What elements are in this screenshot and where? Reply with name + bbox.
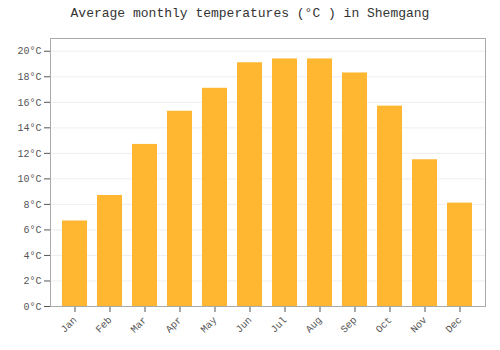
- svg-text:12°C: 12°C: [17, 149, 41, 160]
- svg-text:8°C: 8°C: [23, 200, 41, 211]
- svg-text:Feb: Feb: [94, 315, 115, 336]
- svg-text:Dec: Dec: [444, 315, 465, 336]
- svg-text:6°C: 6°C: [23, 225, 41, 236]
- svg-text:May: May: [199, 315, 220, 336]
- svg-text:Oct: Oct: [374, 315, 395, 336]
- svg-text:4°C: 4°C: [23, 251, 41, 262]
- svg-text:2°C: 2°C: [23, 276, 41, 287]
- svg-text:Sep: Sep: [339, 315, 360, 336]
- svg-text:Nov: Nov: [409, 315, 430, 336]
- html-text:Average monthly temperatures (: Average monthly temperatures (°C ) in Sh…: [70, 6, 430, 21]
- svg-text:Mar: Mar: [129, 315, 150, 336]
- svg-text:10°C: 10°C: [17, 174, 41, 185]
- svg-text:18°C: 18°C: [17, 72, 41, 83]
- svg-text:14°C: 14°C: [17, 123, 41, 134]
- svg-text:Jun: Jun: [234, 315, 255, 336]
- svg-text:16°C: 16°C: [17, 98, 41, 109]
- svg-text:Jul: Jul: [269, 315, 290, 336]
- svg-text:20°C: 20°C: [17, 46, 41, 57]
- svg-text:Aug: Aug: [304, 315, 325, 336]
- svg-text:Apr: Apr: [164, 315, 185, 336]
- svg-text:Jan: Jan: [59, 315, 80, 336]
- svg-text:0°C: 0°C: [23, 302, 41, 313]
